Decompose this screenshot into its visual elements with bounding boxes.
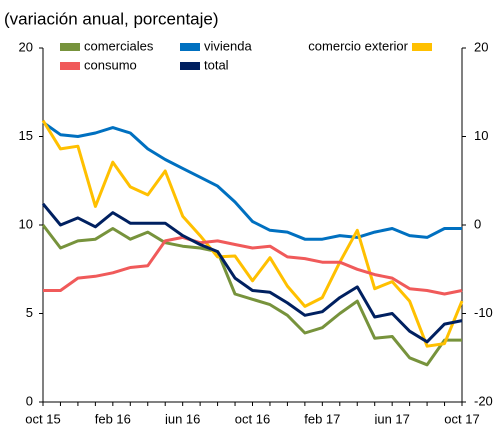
legend-label: comercio exterior [308,38,408,53]
legend-label: comerciales [84,38,154,53]
x-tick-label: feb 16 [95,411,131,424]
x-tick-label: oct 17 [444,411,479,424]
legend-label: consumo [84,57,137,72]
y-tick-label: 0 [26,393,33,408]
y2-tick-label: -10 [474,305,493,320]
y2-tick-label: 20 [474,39,488,54]
series-line [41,224,462,367]
y-tick-label: 15 [19,128,33,143]
series-line [42,121,462,241]
y-tick-label: 20 [19,39,33,54]
legend-swatch [60,43,80,51]
legend-label: total [204,57,229,72]
x-tick-label: oct 16 [235,411,270,424]
y-tick-label: 10 [19,216,33,231]
series-line [41,202,463,344]
series-line [43,235,463,296]
legend-label: vivienda [204,38,252,53]
x-tick-label: feb 17 [304,411,340,424]
y2-tick-label: 0 [474,216,481,231]
series-line [41,119,464,348]
legend-swatch [412,43,432,51]
legend-swatch [60,62,80,70]
y2-tick-label: -20 [474,393,493,408]
legend-swatch [180,62,200,70]
legend-swatch [180,43,200,51]
y2-tick-label: 10 [474,128,488,143]
chart-subtitle: (variación anual, porcentaje) [4,9,219,28]
x-tick-label: jun 17 [373,411,409,424]
y-tick-label: 5 [26,305,33,320]
x-tick-label: oct 15 [25,411,60,424]
x-tick-label: jun 16 [164,411,200,424]
